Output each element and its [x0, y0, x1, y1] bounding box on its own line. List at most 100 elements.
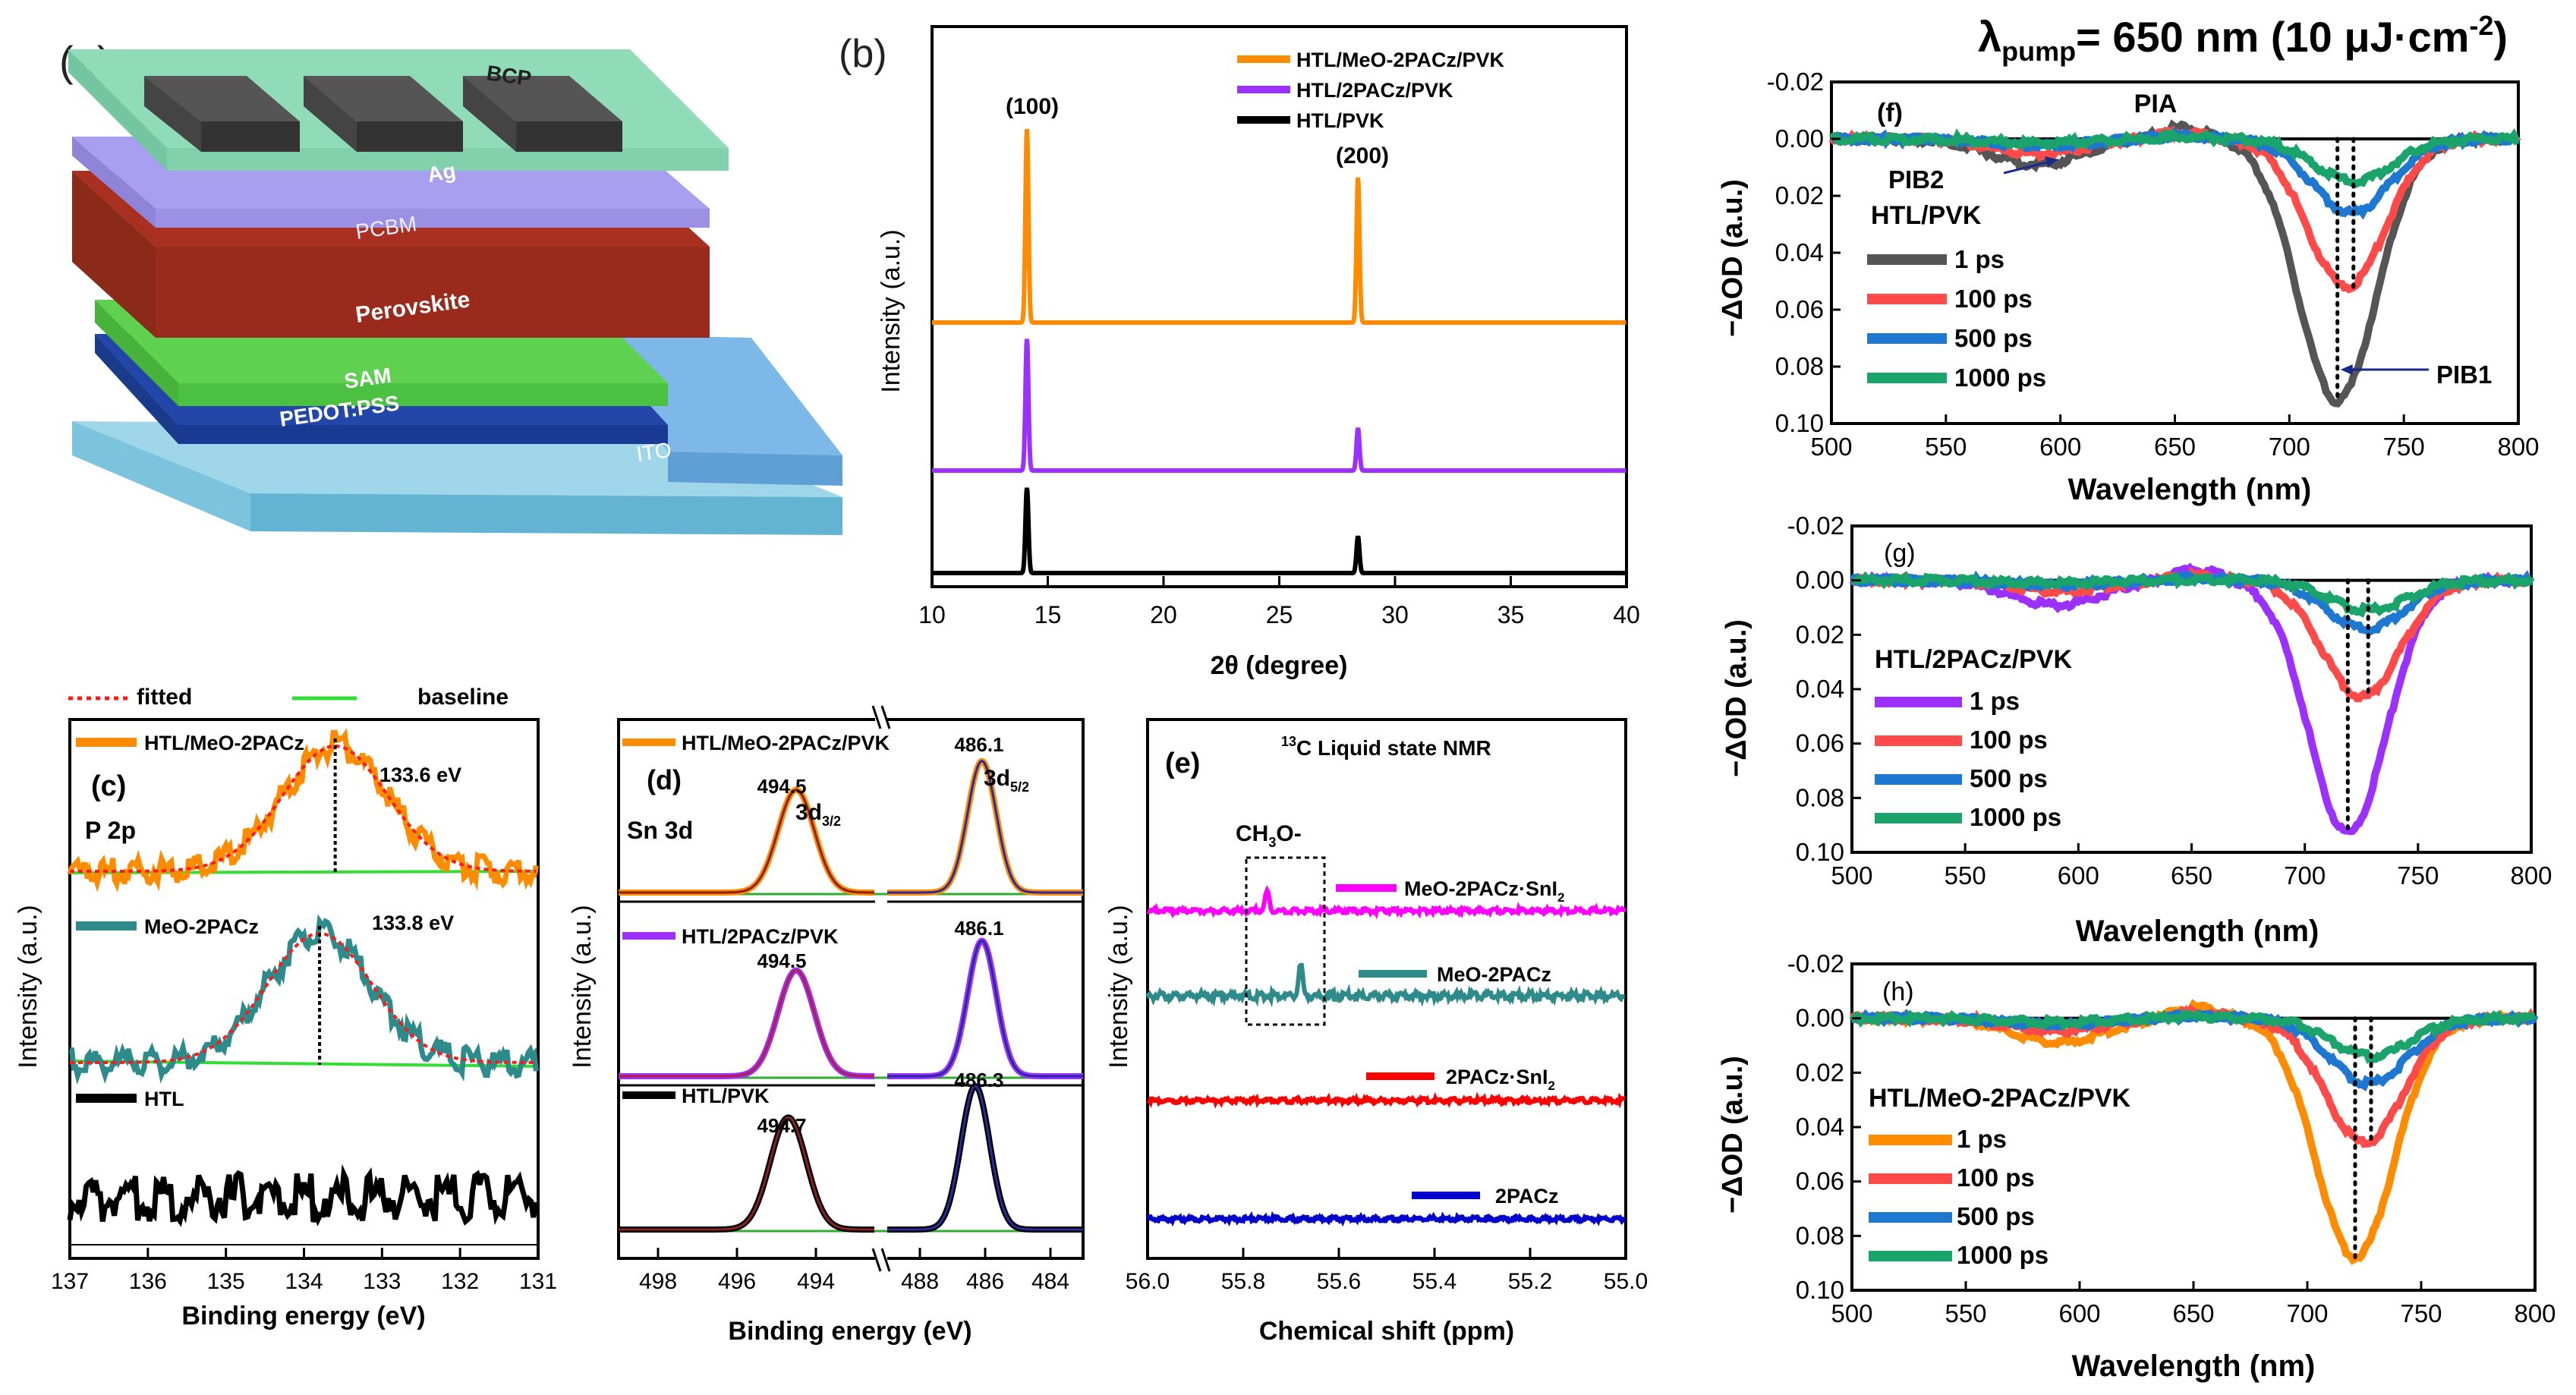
panel-h: 500 550 600 650 700 750 800 -0.02 0.00 0.02 0.04 0.…: [1787, 949, 2556, 1327]
ta-ytick-label: 0.02: [1796, 620, 1844, 648]
nmr-xtick-label: 55.0: [1604, 1269, 1648, 1294]
panel-e-series-1-label: MeO-2PACz·SnI2: [1404, 877, 1564, 905]
panel-c-legend-baseline: baseline: [417, 685, 509, 710]
p2p-xtick-label: 137: [51, 1269, 89, 1294]
ta-xtick-label: 550: [1945, 1299, 1986, 1327]
sn3d-series-2-a: [619, 967, 874, 1079]
panel-g-legend-3: 500 ps: [1970, 764, 2048, 792]
ta-ytick-label: 0.10: [1796, 838, 1844, 866]
panel-e-label: (e): [1165, 748, 1200, 779]
panel-d-series: [619, 757, 1083, 1233]
ta-arrow-pib2: [2003, 159, 2054, 175]
panel-b-series: [932, 128, 1627, 575]
panel-g-xlabel: Wavelength (nm): [2076, 915, 2319, 948]
sn3d-series-3-b: [887, 1082, 1083, 1233]
panel-d-peak-3b: 486.3: [954, 1069, 1003, 1091]
ta-arrowhead-pib1: [2340, 364, 2353, 375]
panel-b-legend-2: HTL/2PACz/PVK: [1296, 79, 1453, 102]
panel-b-legend-3: HTL/PVK: [1296, 109, 1384, 132]
sn3d-xtick-label: 484: [1031, 1269, 1069, 1294]
p2p-xtick-label: 136: [129, 1269, 167, 1294]
panel-g-group: HTL/2PACz/PVK: [1875, 645, 2073, 674]
panel-d-peak-2a: 494.5: [757, 949, 806, 972]
panel-b-peak-200: (200): [1336, 143, 1389, 168]
layer-label-ito: ITO: [635, 438, 673, 466]
ta-ytick-label: 0.10: [1775, 409, 1824, 437]
ta-ytick-label: 0.04: [1796, 1113, 1844, 1141]
ta-xtick-label: 750: [2400, 1299, 2442, 1327]
p2p-xtick-label: 134: [285, 1269, 323, 1294]
panel-c-annot-2: 133.8 eV: [372, 912, 454, 934]
xps-p2p-series-3: [67, 1164, 539, 1227]
panel-h-labels: (h) HTL/MeO-2PACz/PVK Wavelength (nm) −Δ…: [1717, 978, 2315, 1383]
panel-f-xlabel: Wavelength (nm): [2068, 473, 2312, 506]
ta-xtick-label: 550: [1925, 433, 1967, 461]
p2p-xtick-label: 135: [207, 1269, 245, 1294]
sn3d-series-3-a: [619, 1114, 874, 1233]
ta-ytick-label: 0.10: [1796, 1276, 1844, 1304]
ta-ytick-label: -0.02: [1767, 68, 1824, 96]
ta-ytick-label: 0.08: [1796, 783, 1844, 811]
p2p-xtick-label: 131: [519, 1269, 557, 1294]
sn3d-series-2-b: [887, 937, 1083, 1079]
sn3d-fit-2-a: [619, 969, 874, 1078]
ta-ytick-label: 0.08: [1796, 1221, 1844, 1249]
panel-f-ylabel: −ΔOD (a.u.): [1717, 179, 1749, 337]
panel-g: 500 550 600 650 700 750 800 -0.02 0.00 0.02 0.04 0.…: [1787, 512, 2552, 890]
ta-xtick-label: 750: [2383, 433, 2425, 461]
xrd-xtick-label: 30: [1381, 601, 1409, 628]
panel-b-xticks: 10 15 20 25 30 35 40: [918, 576, 1640, 628]
panel-g-labels: (g) HTL/2PACz/PVK Wavelength (nm) −ΔOD (…: [1721, 539, 2319, 948]
xrd-series-3: [932, 487, 1627, 575]
panel-d-xlabel: Binding energy (eV): [728, 1317, 972, 1346]
layer-label-ag: Ag: [426, 159, 458, 187]
nmr-xtick-label: 55.2: [1508, 1269, 1552, 1294]
panel-b: (b) 10 15 20 25 30 35 40 2θ (degree) Intensity…: [839, 25, 1640, 680]
ta-xtick-label: 600: [2039, 433, 2081, 461]
ta-xtick-label: 500: [1831, 861, 1872, 890]
panel-e-frame: [1146, 718, 1627, 1260]
panel-c: fitted baseline 137 136 135 134 133 132 131 (c…: [14, 685, 557, 1330]
panel-c-region: P 2p: [85, 817, 136, 844]
p2p-xtick-label: 133: [363, 1269, 401, 1294]
layer-label-glass: Glass: [590, 546, 647, 578]
panel-e-highlight-box: [1245, 856, 1326, 1026]
panel-c-annot-1: 133.6 eV: [379, 764, 461, 786]
panel-d-series-3-label: HTL/PVK: [682, 1085, 770, 1107]
ta-ytick-label: 0.08: [1775, 352, 1824, 380]
nmr-series-4: [1146, 1211, 1626, 1227]
ta-xtick-label: 700: [2286, 1299, 2328, 1327]
xps-p2p-series-2: [68, 914, 539, 1085]
panel-d-xticks: 498 496 494 488 486 484: [639, 1248, 1069, 1294]
ta-ytick-label: 0.04: [1775, 238, 1824, 266]
panel-f-labels: (f) PIA PIB2 PIB1 HTL/PVK Wavelength (nm…: [1717, 90, 2492, 506]
panel-f-annot-pib1: PIB1: [2436, 361, 2492, 389]
ta-xtick-label: 800: [2510, 861, 2552, 890]
panel-e-title: 13C Liquid state NMR: [1281, 734, 1491, 760]
ta-xtick-label: 800: [2497, 433, 2539, 461]
sn3d-xtick-label: 488: [901, 1269, 939, 1294]
panel-d-frame: [617, 718, 1085, 1260]
panel-e-series-2-label: MeO-2PACz: [1437, 963, 1551, 986]
panel-b-peak-100: (100): [1006, 94, 1059, 119]
ta-xtick-label: 800: [2514, 1299, 2556, 1327]
xrd-xtick-label: 15: [1034, 601, 1062, 628]
sn3d-xtick-label: 494: [797, 1269, 835, 1294]
panel-c-xticks: 137 136 135 134 133 132 131: [51, 1248, 557, 1294]
panel-c-legend-fitted: fitted: [137, 685, 192, 710]
panel-e-series: [1145, 885, 1627, 1227]
panel-c-xlabel: Binding energy (eV): [181, 1302, 425, 1330]
panel-f-annot-pia: PIA: [2134, 90, 2178, 118]
panel-f-legend-4: 1000 ps: [1954, 364, 2046, 392]
panel-e-series-3-label: 2PACz·SnI2: [1446, 1066, 1555, 1093]
panel-h-ylabel: −ΔOD (a.u.): [1717, 1056, 1749, 1214]
sn3d-fit-3-b: [887, 1085, 1083, 1231]
panel-f-legend-1: 1 ps: [1954, 245, 2004, 273]
panel-e: 56.0 55.8 55.6 55.4 55.2 55.0 (e) 13C Liquid …: [1104, 718, 1648, 1346]
ta-xtick-label: 650: [2171, 861, 2212, 890]
panel-g-label: (g): [1884, 539, 1916, 568]
panel-d-orbital-52: 3d5/2: [984, 766, 1029, 795]
ta-ytick-label: 0.04: [1796, 675, 1844, 703]
panel-c-series-2-label: MeO-2PACz: [144, 915, 259, 938]
panel-d-peak-1b: 486.1: [954, 733, 1003, 756]
